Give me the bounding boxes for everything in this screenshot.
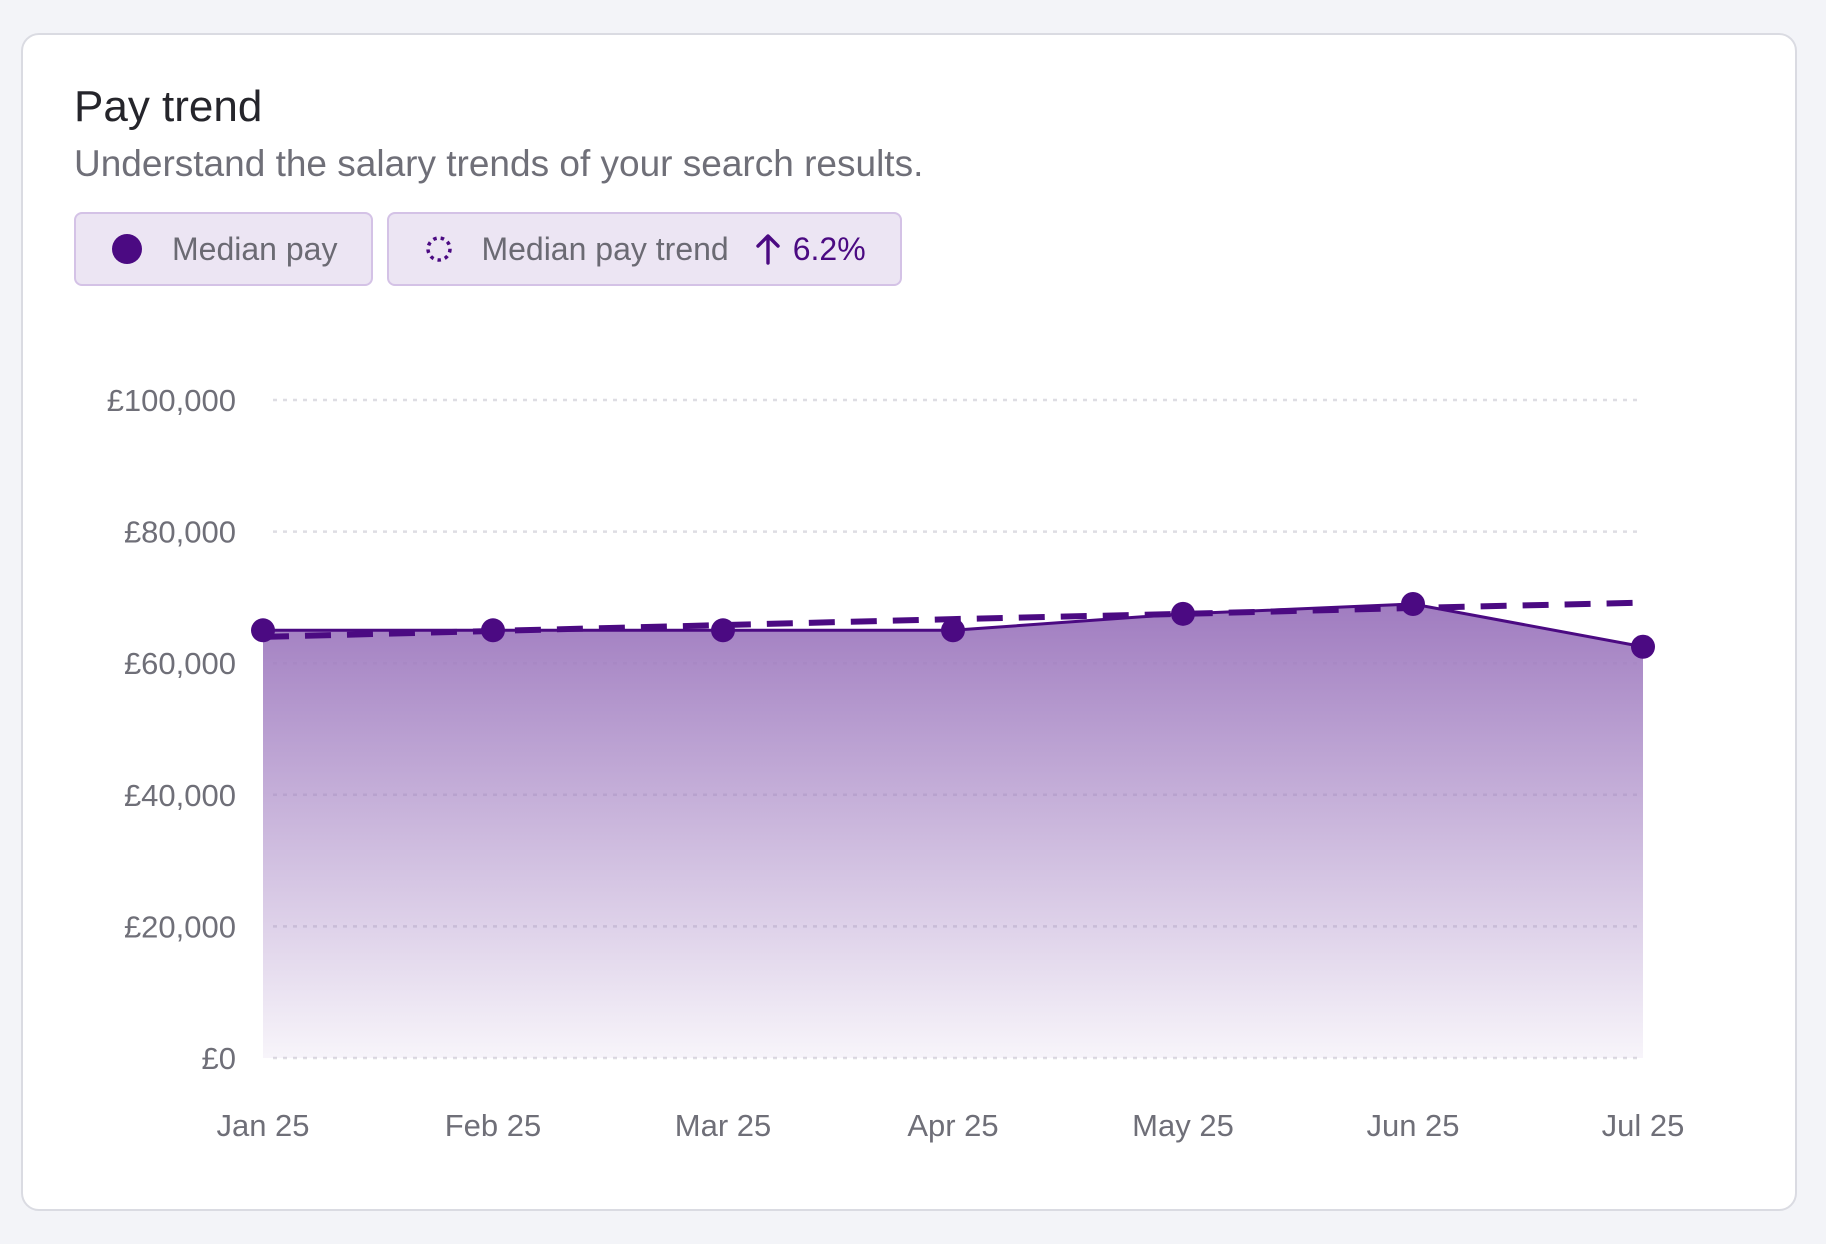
card-subtitle: Understand the salary trends of your sea… [74, 143, 924, 184]
x-tick-label: Jan 25 [216, 1108, 309, 1143]
x-axis-ticks: Jan 25 Feb 25 Mar 25 Apr 25 May 25 Jun 25 Jul … [216, 1108, 1684, 1143]
x-tick-label: Feb 25 [445, 1108, 542, 1143]
card-title: Pay trend [74, 82, 263, 131]
data-point[interactable] [1631, 634, 1655, 659]
y-tick-label: £100,000 [107, 383, 236, 418]
y-tick-label: £40,000 [124, 778, 236, 813]
legend-trend-change: 6.2% [792, 230, 866, 267]
legend-chip-median-pay-trend[interactable]: Median pay trend 6.2% [387, 212, 902, 286]
dashed-circle-icon [426, 236, 453, 262]
data-point[interactable] [1401, 591, 1425, 616]
data-point[interactable] [481, 618, 505, 643]
arrow-up-icon [756, 234, 780, 265]
x-tick-label: Jul 25 [1602, 1108, 1685, 1143]
x-tick-label: Mar 25 [675, 1108, 771, 1143]
solid-dot-icon [112, 234, 142, 264]
legend-trend-label: Median pay trend [481, 230, 729, 267]
median-pay-area [263, 603, 1643, 1058]
data-point[interactable] [251, 618, 275, 643]
x-tick-label: May 25 [1132, 1108, 1234, 1143]
y-tick-label: £80,000 [124, 515, 236, 550]
median-pay-points [251, 591, 1655, 659]
x-tick-label: Apr 25 [907, 1108, 998, 1143]
data-point[interactable] [1171, 601, 1195, 626]
y-tick-label: £20,000 [124, 909, 236, 944]
y-tick-label: £0 [202, 1041, 236, 1076]
data-point[interactable] [941, 618, 965, 643]
data-point[interactable] [711, 618, 735, 643]
y-tick-label: £60,000 [124, 646, 236, 681]
y-axis-ticks: £0 £20,000 £40,000 £60,000 £80,000 £100,000 [107, 383, 236, 1076]
x-tick-label: Jun 25 [1366, 1108, 1459, 1143]
legend-median-label: Median pay [172, 230, 338, 267]
legend-chip-median-pay[interactable]: Median pay [74, 212, 374, 286]
chart-legend: Median pay Median pay trend 6.2% [74, 212, 902, 286]
area-fill [263, 603, 1643, 1058]
